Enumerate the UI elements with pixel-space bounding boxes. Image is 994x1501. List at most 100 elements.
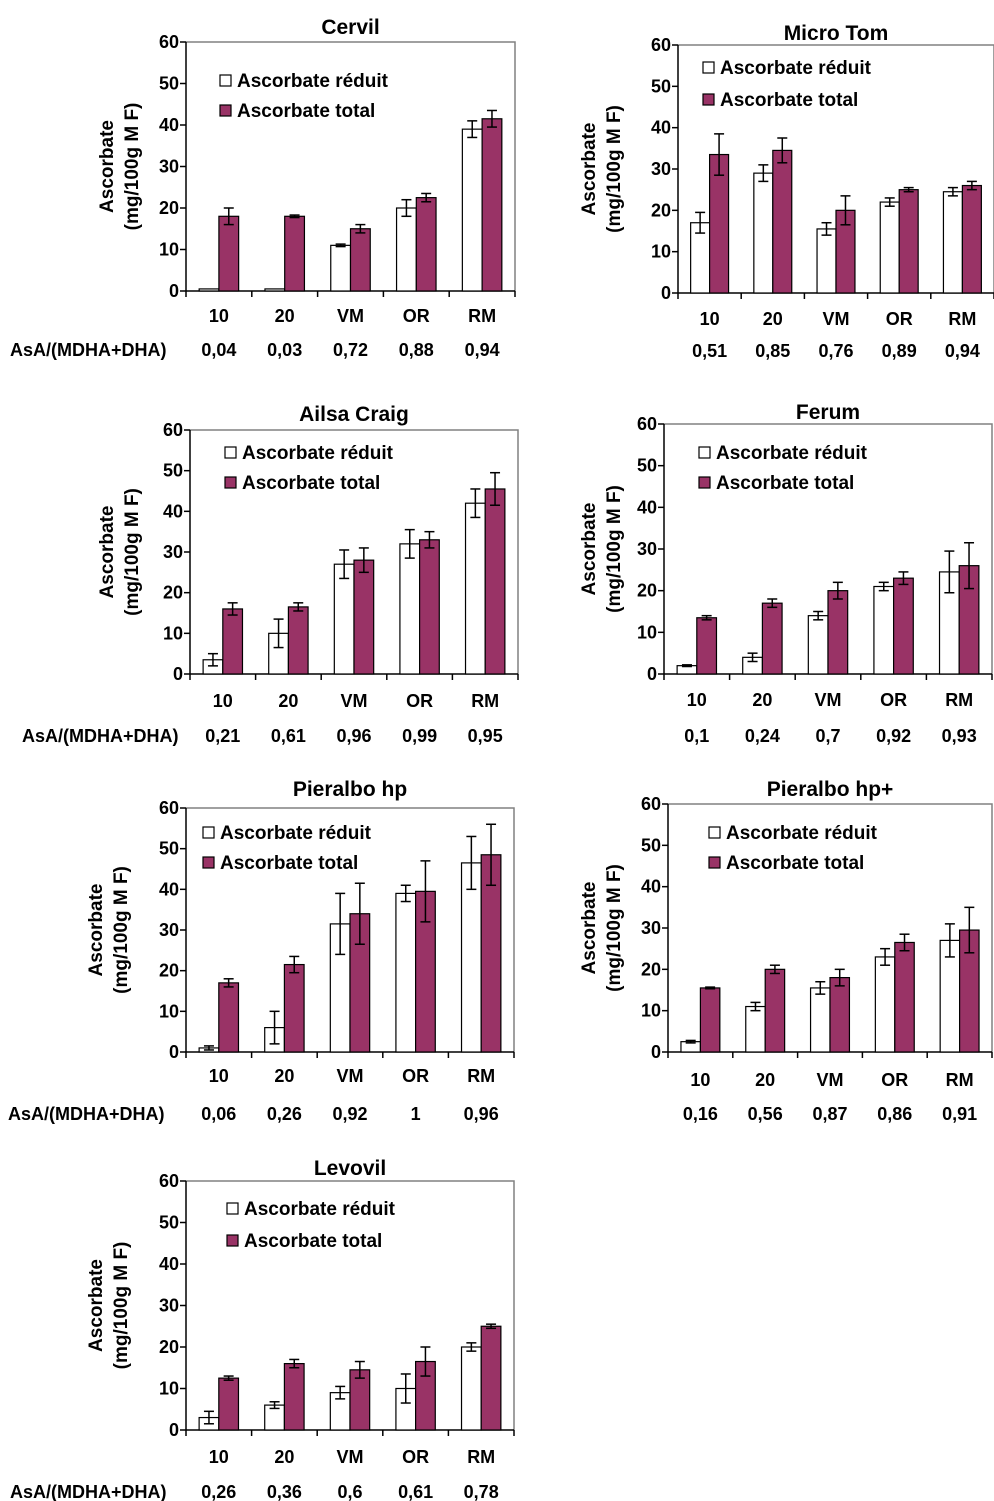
ratio-value: 0,56 bbox=[748, 1104, 783, 1124]
x-tick-label: VM bbox=[341, 691, 368, 711]
y-tick-label: 50 bbox=[159, 839, 179, 859]
chart-panel-3: Ailsa Craig 0 10 20 30 40 50 60 Ascorbate (mg/100… bbox=[22, 403, 519, 746]
y-tick-label: 20 bbox=[159, 198, 179, 218]
ratio-value: 0,91 bbox=[942, 1104, 977, 1124]
bar-total bbox=[699, 987, 721, 1053]
y-tick-label: 20 bbox=[651, 200, 671, 220]
y-axis-title-line1: Ascorbate bbox=[579, 503, 600, 596]
x-tick-label: RM bbox=[946, 1070, 974, 1090]
legend-swatch-total bbox=[226, 1234, 239, 1247]
legend-swatch-reduced bbox=[698, 446, 711, 459]
x-tick-label: 10 bbox=[209, 1447, 229, 1467]
ratio-label: AsA/(MDHA+DHA) bbox=[22, 726, 179, 746]
y-tick-label: 0 bbox=[169, 281, 179, 301]
y-tick-label: 0 bbox=[169, 1420, 179, 1440]
ratio-value: 0,76 bbox=[818, 341, 853, 361]
bar-total bbox=[287, 606, 309, 675]
bar-total bbox=[894, 941, 915, 1053]
bar-total bbox=[284, 215, 306, 292]
bar-total bbox=[283, 1362, 305, 1431]
ratio-value: 0,26 bbox=[201, 1482, 236, 1501]
x-tick-label: OR bbox=[402, 1447, 429, 1467]
bar-reduced bbox=[809, 987, 831, 1053]
y-tick-label: 30 bbox=[651, 159, 671, 179]
ratio-value: 0,03 bbox=[267, 340, 302, 360]
plot-frame bbox=[186, 807, 515, 1052]
ratio-value: 0,1 bbox=[684, 726, 709, 746]
x-tick-label: VM bbox=[815, 690, 842, 710]
bar-total bbox=[761, 602, 783, 675]
legend-swatch-total bbox=[202, 856, 215, 869]
ratio-value: 0,61 bbox=[271, 726, 306, 746]
y-axis-title-line1: Ascorbate bbox=[579, 123, 600, 216]
y-axis-title: Ascorbate (mg/100g M F) bbox=[579, 864, 625, 992]
y-tick-label: 10 bbox=[163, 623, 183, 643]
y-tick-label: 40 bbox=[641, 877, 661, 897]
bar-reduced bbox=[461, 128, 483, 292]
bar-total bbox=[892, 577, 914, 675]
bar-total bbox=[218, 982, 240, 1053]
bar-reduced bbox=[873, 585, 895, 675]
y-axis-title: Ascorbate (mg/100g M F) bbox=[97, 103, 143, 231]
y-axis-title-line1: Ascorbate bbox=[86, 884, 107, 977]
chart-title: Micro Tom bbox=[784, 22, 889, 45]
bar-reduced bbox=[745, 1005, 766, 1053]
legend-swatch-reduced bbox=[219, 74, 232, 87]
y-tick-label: 30 bbox=[637, 539, 657, 559]
y-tick-label: 0 bbox=[647, 664, 657, 684]
x-tick-label: 10 bbox=[687, 690, 707, 710]
legend-swatch-total bbox=[698, 476, 711, 489]
y-tick-label: 10 bbox=[159, 1379, 179, 1399]
y-tick-label: 20 bbox=[641, 959, 661, 979]
chart-title: Ferum bbox=[796, 401, 860, 424]
ratio-value: 0,72 bbox=[333, 340, 368, 360]
bar-total bbox=[772, 149, 793, 294]
ratio-value: 0,87 bbox=[812, 1104, 847, 1124]
y-tick-label: 50 bbox=[159, 1213, 179, 1233]
y-axis-title-line2: (mg/100g M F) bbox=[604, 485, 625, 613]
bar-total bbox=[419, 539, 440, 675]
x-tick-label: OR bbox=[886, 309, 913, 329]
ratio-value: 0,51 bbox=[692, 341, 727, 361]
ratio-label: AsA/(MDHA+DHA) bbox=[10, 1482, 167, 1501]
legend-label: Ascorbate total bbox=[242, 473, 380, 494]
bar-total bbox=[222, 608, 244, 675]
ratio-value: 0,85 bbox=[755, 341, 790, 361]
bar-reduced bbox=[460, 862, 482, 1053]
y-tick-label: 20 bbox=[637, 581, 657, 601]
y-tick-label: 50 bbox=[163, 461, 183, 481]
y-tick-label: 10 bbox=[159, 240, 179, 260]
legend-label: Ascorbate réduit bbox=[242, 443, 394, 464]
chart-title: Cervil bbox=[321, 16, 379, 39]
ratio-value: 0,94 bbox=[945, 341, 980, 361]
x-tick-label: 10 bbox=[700, 309, 720, 329]
ratio-value: 0,21 bbox=[205, 726, 240, 746]
ratio-value: 0,06 bbox=[201, 1104, 236, 1124]
chart-panel-4: Ferum 0 10 20 30 40 50 60 Ascorbate (mg/100g M F)… bbox=[579, 401, 993, 746]
ratio-value: 0,61 bbox=[398, 1482, 433, 1501]
legend-label: Ascorbate réduit bbox=[237, 71, 389, 92]
bar-total bbox=[415, 197, 437, 292]
chart-title: Levovil bbox=[314, 1157, 386, 1180]
chart-panel-7: Levovil 0 10 20 30 40 50 60 Ascorbate (mg/100g M … bbox=[10, 1157, 515, 1501]
x-tick-label: RM bbox=[467, 1066, 495, 1086]
ratio-value: 0,88 bbox=[399, 340, 434, 360]
y-tick-label: 60 bbox=[159, 798, 179, 818]
bar-total bbox=[764, 968, 786, 1053]
bar-total bbox=[696, 617, 718, 675]
plot-frame bbox=[668, 803, 993, 1052]
y-axis-title-line1: Ascorbate bbox=[97, 506, 118, 599]
y-tick-label: 0 bbox=[173, 664, 183, 684]
ratio-label: AsA/(MDHA+DHA) bbox=[10, 340, 167, 360]
y-tick-label: 40 bbox=[159, 1254, 179, 1274]
ratio-value: 0,86 bbox=[877, 1104, 912, 1124]
y-tick-label: 10 bbox=[159, 1001, 179, 1021]
x-tick-label: 10 bbox=[690, 1070, 710, 1090]
y-tick-label: 60 bbox=[641, 794, 661, 814]
legend-label: Ascorbate total bbox=[244, 1231, 382, 1252]
ratio-value: 0,92 bbox=[332, 1104, 367, 1124]
x-tick-label: RM bbox=[471, 691, 499, 711]
ratio-value: 0,04 bbox=[201, 340, 236, 360]
bar-reduced bbox=[333, 563, 355, 675]
ratio-value: 0,36 bbox=[267, 1482, 302, 1501]
